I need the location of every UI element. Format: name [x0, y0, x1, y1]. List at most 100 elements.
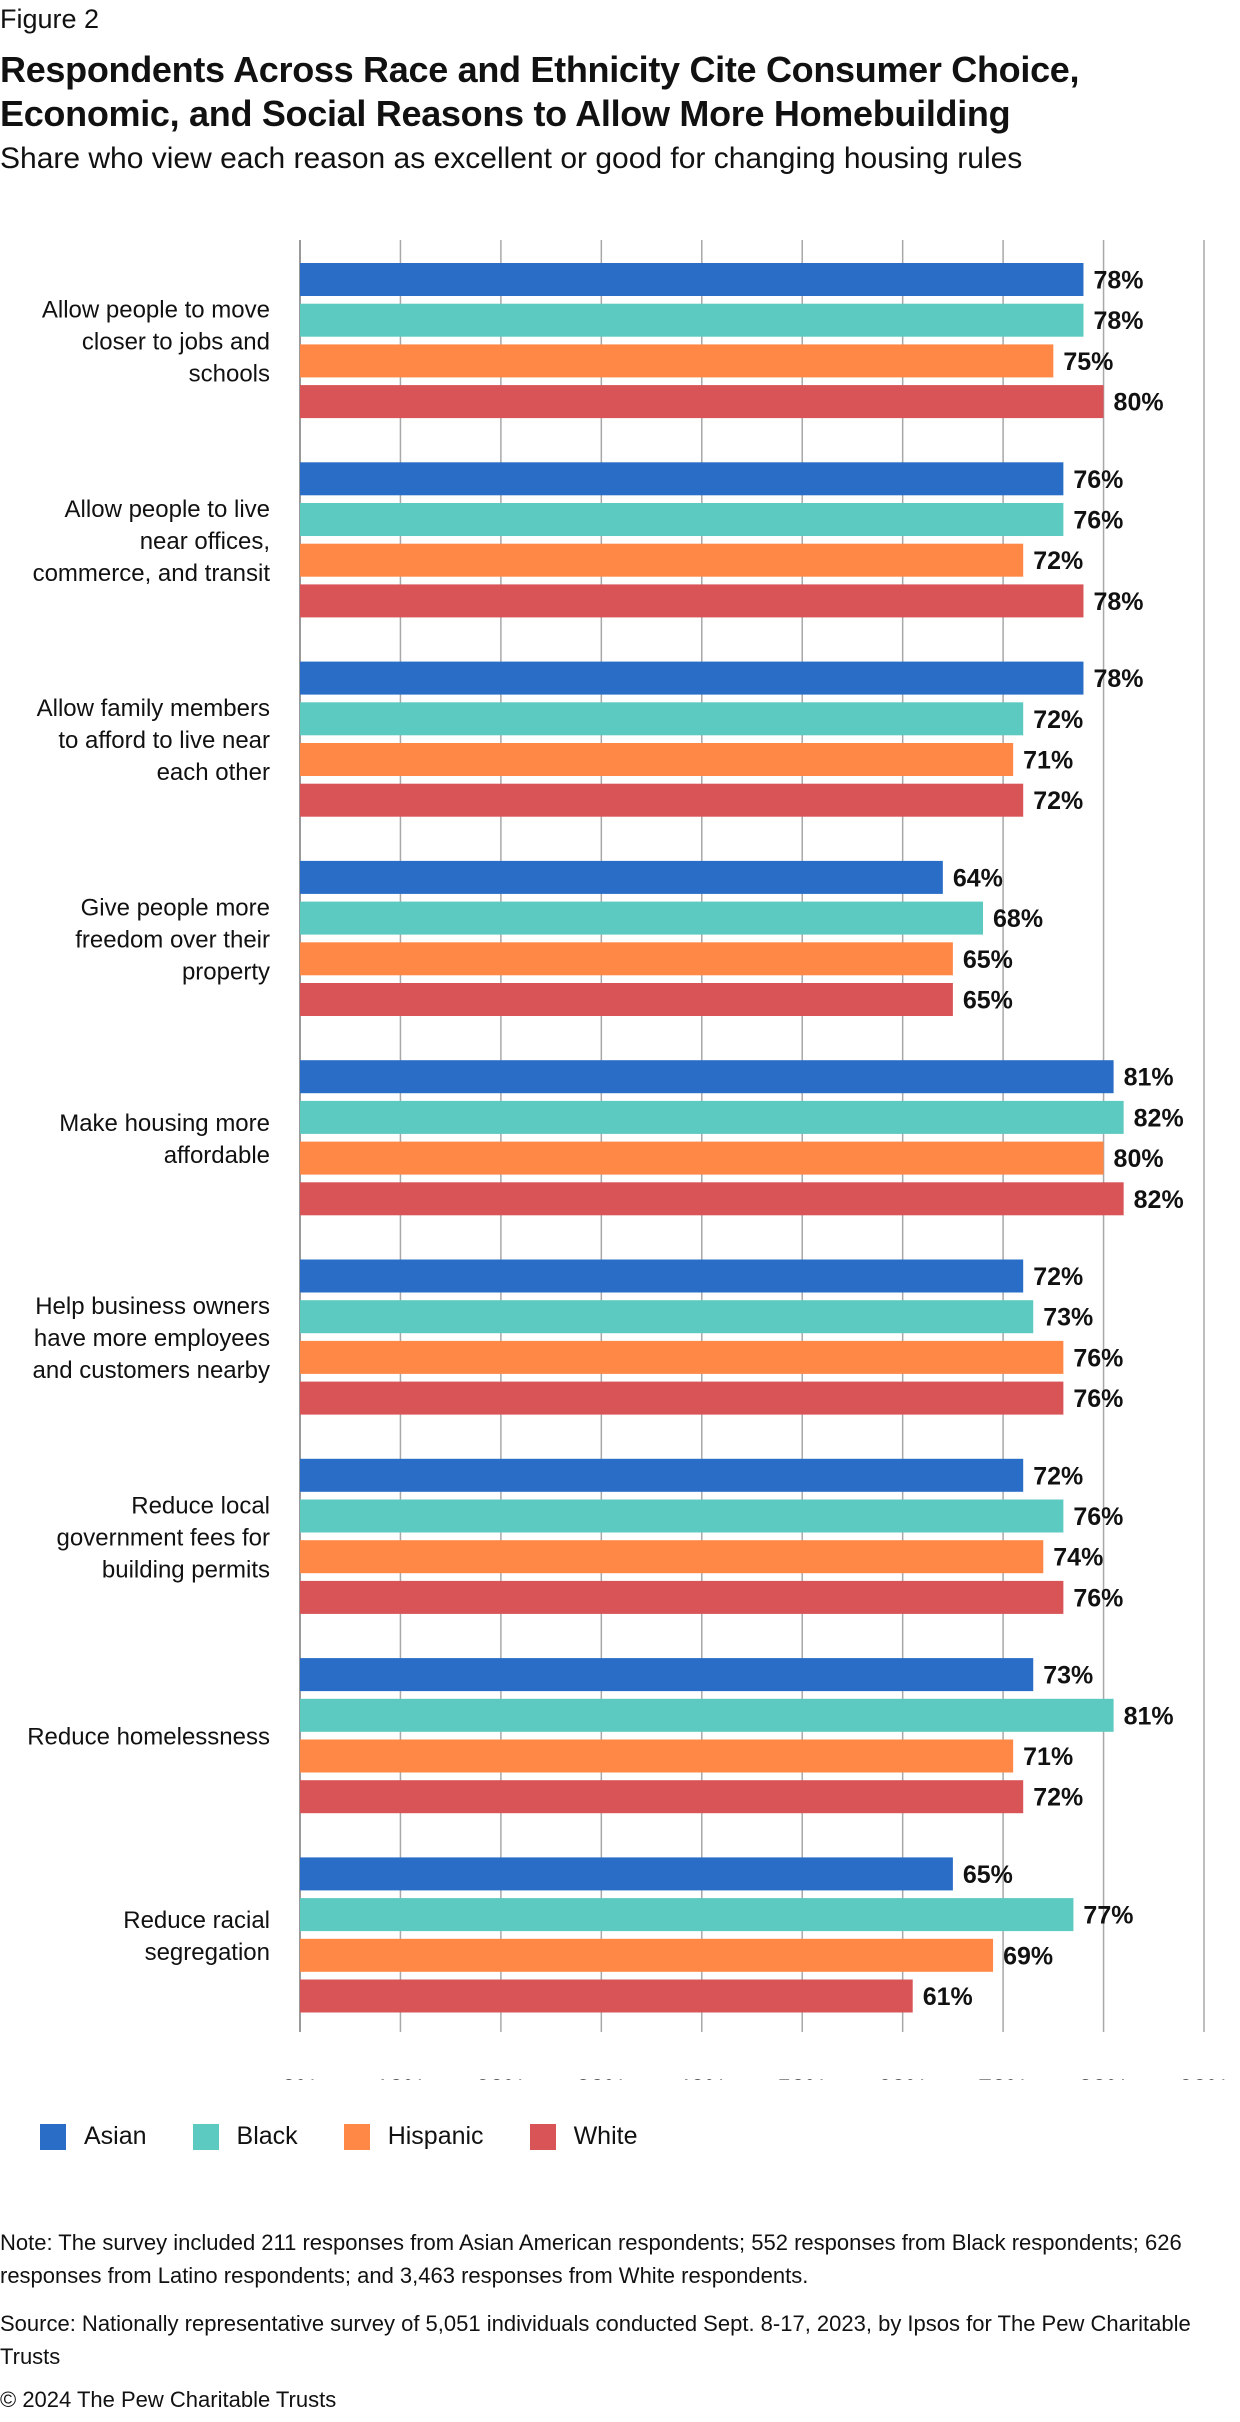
chart-source: Source: Nationally representative survey…: [0, 2311, 1191, 2369]
bar-white: [300, 1580, 1064, 1614]
category-label: affordable: [164, 1142, 270, 1169]
data-label: 76%: [1073, 1503, 1123, 1531]
data-label: 72%: [1033, 1462, 1083, 1490]
category-label: each other: [157, 759, 270, 786]
category-label: Give people more: [81, 894, 270, 921]
chart-subtitle: Share who view each reason as excellent …: [0, 142, 1023, 175]
bar-asian: [300, 1857, 953, 1891]
legend-label: Black: [236, 2122, 298, 2150]
data-label: 68%: [993, 905, 1043, 933]
bar-hispanic: [300, 1938, 994, 1972]
bar-black: [300, 901, 984, 935]
bar-hispanic: [300, 1141, 1104, 1175]
bar-asian: [300, 1458, 1024, 1492]
data-label: 81%: [1124, 1064, 1174, 1092]
x-tick-label: 60%: [878, 2075, 928, 2080]
category-label: Reduce local: [131, 1492, 270, 1519]
category-label: Allow family members: [37, 695, 270, 722]
copyright: © 2024 The Pew Charitable Trusts: [0, 2387, 337, 2412]
legend-swatch: [192, 2123, 219, 2150]
data-label: 80%: [1114, 1145, 1164, 1173]
data-label: 72%: [1033, 787, 1083, 815]
bar-hispanic: [300, 1540, 1044, 1574]
bar-black: [300, 1898, 1074, 1932]
legend-label: Asian: [84, 2122, 147, 2150]
bar-hispanic: [300, 543, 1024, 577]
data-label: 76%: [1073, 507, 1123, 535]
category-label: Help business owners: [35, 1293, 270, 1320]
category-label: government fees for: [57, 1524, 270, 1551]
data-label: 71%: [1023, 1743, 1073, 1771]
bar-black: [300, 702, 1024, 736]
data-label: 82%: [1134, 1186, 1184, 1214]
category-label: Reduce homelessness: [27, 1724, 270, 1751]
bar-hispanic: [300, 743, 1014, 776]
legend-item-white: White: [529, 2122, 638, 2151]
data-label: 76%: [1073, 466, 1123, 494]
bar-black: [300, 1698, 1114, 1732]
category-label: segregation: [145, 1939, 270, 1966]
bar-hispanic: [300, 942, 953, 976]
data-label: 65%: [963, 1861, 1013, 1889]
bar-asian: [300, 462, 1064, 496]
data-label: 81%: [1124, 1702, 1174, 1730]
legend-swatch: [40, 2123, 66, 2150]
data-label: 78%: [1093, 267, 1143, 295]
bar-black: [300, 303, 1084, 337]
legend-swatch: [529, 2123, 556, 2150]
bar-hispanic: [300, 1739, 1014, 1773]
category-label: Allow people to move: [42, 297, 270, 324]
bar-white: [300, 584, 1084, 618]
x-tick-label: 10%: [375, 2075, 425, 2080]
figure-label: Figure 2: [0, 4, 100, 34]
category-label: have more employees: [34, 1325, 270, 1352]
bar-asian: [300, 1658, 1034, 1692]
category-label: building permits: [102, 1556, 270, 1583]
legend-label: White: [573, 2122, 638, 2150]
data-label: 61%: [923, 1983, 973, 2011]
category-label: freedom over their: [75, 926, 270, 953]
data-label: 78%: [1093, 665, 1143, 693]
bar-black: [300, 1300, 1034, 1334]
legend-item-hispanic: Hispanic: [343, 2122, 484, 2151]
data-label: 64%: [953, 864, 1003, 892]
bar-black: [300, 1499, 1064, 1533]
x-tick-label: 80%: [1079, 2075, 1129, 2080]
category-label: near offices,: [140, 528, 270, 555]
data-label: 80%: [1114, 389, 1164, 417]
data-label: 73%: [1043, 1662, 1093, 1690]
bar-asian: [300, 263, 1084, 296]
data-label: 65%: [963, 987, 1013, 1015]
bar-black: [300, 503, 1064, 536]
legend-swatch: [343, 2123, 370, 2150]
data-label: 73%: [1043, 1304, 1093, 1332]
legend-item-asian: Asian: [40, 2122, 147, 2151]
x-tick-label: 70%: [978, 2075, 1028, 2080]
bar-chart: 0%10%20%30%40%50%60%70%80%90%78%78%75%80…: [27, 240, 1229, 2080]
x-tick-label: 20%: [476, 2075, 526, 2080]
bar-asian: [300, 661, 1084, 695]
legend-label: Hispanic: [387, 2122, 484, 2150]
category-label: schools: [189, 361, 270, 388]
bar-white: [300, 983, 953, 1016]
chart-note: Note: The survey included 211 responses …: [0, 2230, 1182, 2288]
data-label: 72%: [1033, 706, 1083, 734]
chart-title: Respondents Across Race and Ethnicity Ci…: [0, 49, 1080, 134]
data-label: 74%: [1053, 1544, 1103, 1572]
category-label: closer to jobs and: [82, 329, 270, 356]
data-label: 75%: [1063, 348, 1113, 376]
category-label: and customers nearby: [33, 1357, 270, 1384]
data-label: 76%: [1073, 1385, 1123, 1413]
x-tick-label: 30%: [576, 2075, 626, 2080]
bar-white: [300, 385, 1104, 419]
bar-white: [300, 1979, 913, 2013]
category-label: Allow people to live: [65, 496, 270, 523]
data-label: 69%: [1003, 1942, 1053, 1970]
bar-white: [300, 783, 1024, 817]
data-label: 78%: [1093, 307, 1143, 335]
data-label: 72%: [1033, 1784, 1083, 1812]
data-label: 76%: [1073, 1344, 1123, 1372]
category-label: Make housing more: [59, 1110, 270, 1137]
data-label: 72%: [1033, 1263, 1083, 1291]
legend-item-black: Black: [192, 2122, 298, 2151]
